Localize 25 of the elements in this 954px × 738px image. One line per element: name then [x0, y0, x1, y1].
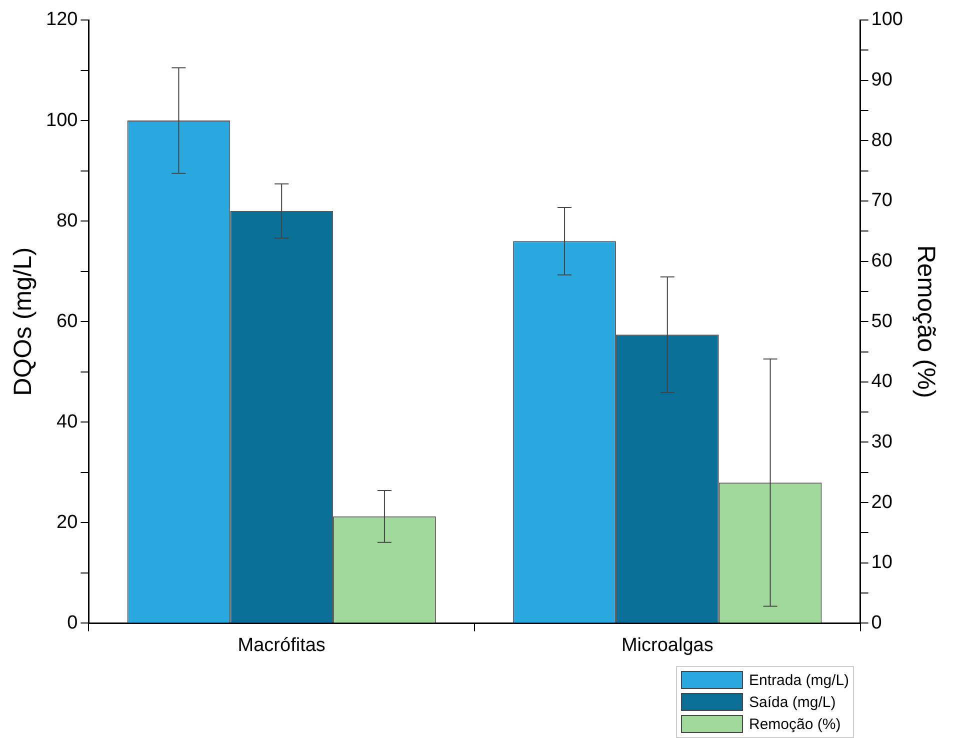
- y-tick-label: 60: [56, 310, 78, 332]
- y-tick-label: 40: [56, 411, 78, 432]
- y2-tick-label: 30: [871, 431, 892, 452]
- y2-tick-label: 10: [871, 552, 892, 574]
- y2-tick-label: 80: [871, 130, 892, 151]
- y2-tick-label: 60: [871, 250, 892, 272]
- y2-axis-title: Remoção (%): [912, 245, 940, 398]
- y2-tick-label: 20: [871, 492, 892, 513]
- y2-tick-label: 70: [871, 190, 892, 212]
- y-tick-label: 100: [46, 110, 78, 131]
- y2-tick-label: 90: [871, 70, 892, 91]
- y2-tick-label: 50: [871, 310, 892, 332]
- y-tick-label: 80: [56, 210, 78, 232]
- y2-tick-label: 100: [871, 9, 903, 30]
- y-tick-label: 120: [46, 9, 78, 30]
- x-tick-label: Microalgas: [621, 634, 714, 656]
- y-tick-label: 0: [67, 612, 78, 634]
- y-tick-label: 20: [56, 512, 78, 533]
- legend-label: Remoção (%): [749, 716, 841, 732]
- legend-label: Entrada (mg/L): [749, 672, 850, 688]
- y2-tick-label: 40: [871, 371, 892, 392]
- x-tick-label: Macrófitas: [238, 634, 326, 656]
- legend-label: Saída (mg/L): [749, 694, 836, 710]
- y2-tick-label: 0: [871, 612, 882, 634]
- y-axis-title: DQOs (mg/L): [8, 247, 37, 396]
